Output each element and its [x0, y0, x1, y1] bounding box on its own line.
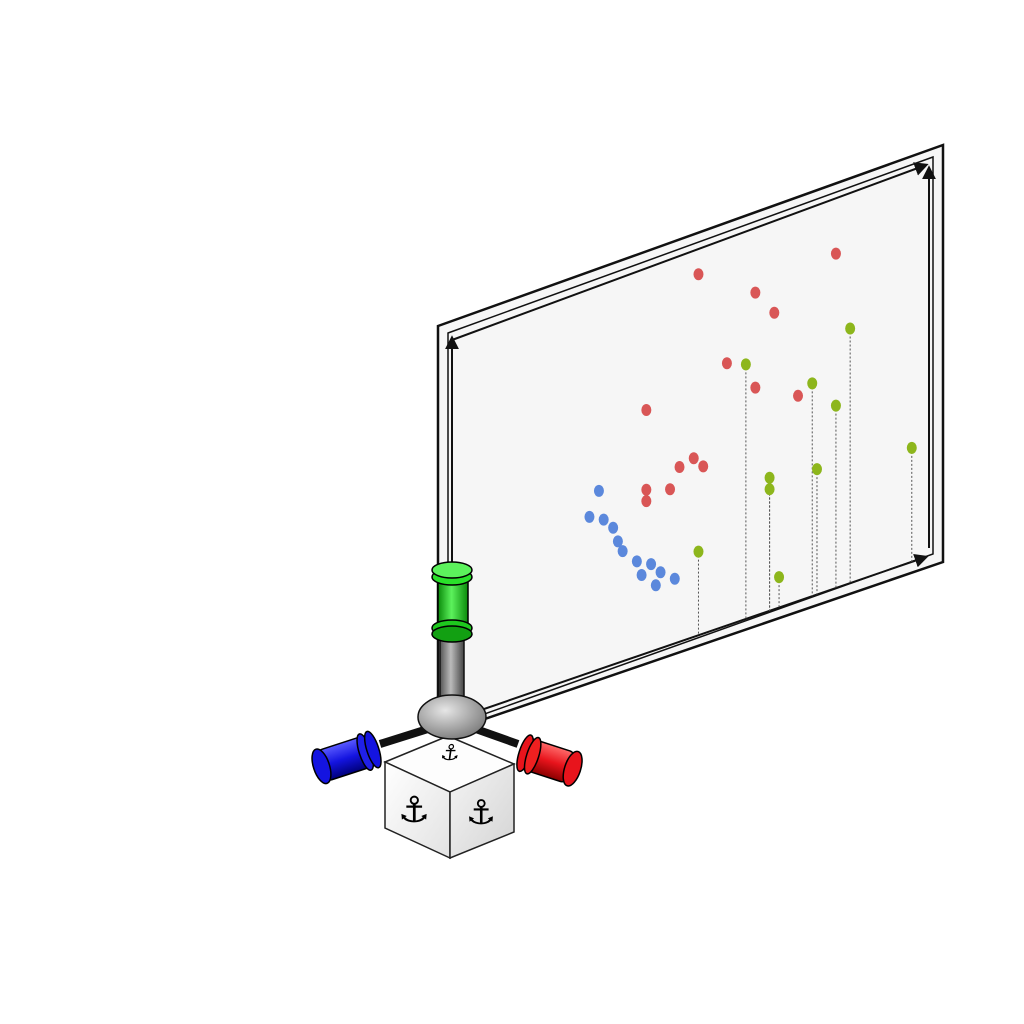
data-point	[641, 483, 652, 496]
y-axis-handle[interactable]	[417, 561, 487, 740]
data-point	[612, 535, 623, 548]
pivot-ball	[417, 694, 487, 740]
data-point	[655, 566, 666, 579]
data-point	[721, 357, 732, 370]
data-point	[693, 268, 704, 281]
panel-border	[436, 143, 945, 737]
anchor-icon: ⚓	[466, 793, 496, 833]
data-point	[693, 545, 704, 558]
data-point	[774, 571, 785, 584]
data-point	[650, 579, 661, 592]
data-point	[641, 403, 652, 416]
data-point	[608, 521, 619, 534]
data-point	[811, 463, 822, 476]
cube-right-face	[449, 762, 515, 860]
data-point	[641, 495, 652, 508]
data-point	[793, 389, 804, 402]
transform-gizmo[interactable]: ⚓ ⚓ ⚓	[308, 561, 586, 860]
data-point	[698, 460, 709, 473]
data-point	[631, 555, 642, 568]
data-point	[740, 358, 751, 371]
data-point	[750, 381, 761, 394]
anchor-cube[interactable]: ⚓ ⚓ ⚓	[383, 735, 516, 860]
x-axis-handle[interactable]	[454, 718, 586, 789]
anchor-icon: ⚓	[439, 740, 462, 766]
data-point	[598, 513, 609, 526]
data-point	[830, 247, 841, 260]
data-point	[674, 460, 685, 473]
data-point	[584, 510, 595, 523]
data-point	[688, 452, 699, 465]
data-point	[906, 441, 917, 454]
anchor-icon: ⚓	[398, 790, 430, 831]
data-point	[593, 484, 604, 497]
z-axis-handle[interactable]	[308, 718, 452, 787]
data-point	[669, 572, 680, 585]
data-point	[845, 322, 856, 335]
data-point	[807, 377, 818, 390]
data-point	[764, 471, 775, 484]
data-point	[750, 286, 761, 299]
data-point	[636, 569, 647, 581]
data-point	[769, 306, 780, 319]
chart-panel	[436, 143, 945, 737]
chart-marks	[584, 247, 917, 636]
top-edge-arrow	[451, 162, 929, 341]
data-point	[617, 545, 628, 558]
x-axis-arrow	[451, 554, 929, 721]
data-point	[646, 558, 657, 571]
data-point	[665, 483, 676, 496]
data-point	[830, 399, 841, 412]
data-point	[764, 483, 775, 496]
